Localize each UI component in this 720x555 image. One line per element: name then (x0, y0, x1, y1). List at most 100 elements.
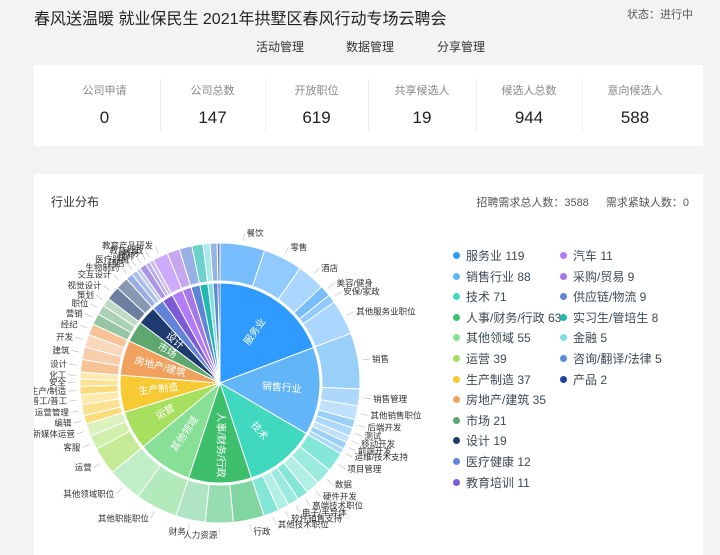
sunburst-outer-label: 化工 (49, 370, 67, 380)
sunburst-outer-label: 开发 (56, 332, 74, 342)
sunburst-leader-line (313, 267, 320, 275)
sunburst-leader-line (328, 282, 335, 289)
sunburst-leader-line (69, 399, 78, 402)
legend-item[interactable]: 汽车 11 (560, 247, 613, 264)
legend-dot-icon (453, 458, 460, 465)
divider (265, 79, 266, 131)
legend-dot-icon (453, 375, 460, 383)
sunburst-leader-line (354, 433, 363, 437)
legend-dot-icon (453, 416, 460, 424)
sunburst-outer-slice-18-0[interactable] (216, 242, 221, 282)
legend-item[interactable]: 销售行业 88 (453, 268, 531, 285)
sunburst-leader-line (150, 511, 155, 519)
legend-item[interactable]: 产品 2 (560, 371, 607, 388)
legend-item[interactable]: 咨询/翻译/法律 5 (560, 350, 662, 367)
legend-item[interactable]: 服务业 119 (453, 247, 524, 264)
chart-meta: 招聘需求总人数：3588 需求紧缺人数：0 (462, 194, 689, 210)
legend-item[interactable]: 实习生/管培生 8 (560, 309, 658, 326)
sunburst-outer-label: 餐饮 (247, 228, 265, 238)
legend-item[interactable]: 设计 19 (453, 432, 507, 449)
legend-item[interactable]: 教育培训 11 (453, 474, 530, 491)
legend-item[interactable]: 其他领域 55 (453, 329, 531, 346)
legend-item[interactable]: 房地产/建筑 35 (453, 391, 546, 408)
stat-shared-candidates: 共享候选人 19 (368, 65, 476, 146)
sunburst-outer-label: 酒店 (321, 263, 339, 273)
legend-dot-icon (453, 313, 460, 321)
sunburst-leader-line (284, 247, 289, 255)
legend-item[interactable]: 技术 71 (453, 288, 507, 305)
stats-card: 公司申请 0 公司总数 147 开放职位 619 共享候选人 19 候选人总数 … (34, 65, 703, 146)
sunburst-leader-line (121, 267, 127, 274)
top-nav: 活动管理 数据管理 分享管理 (0, 38, 720, 54)
sunburst-leader-line (362, 358, 371, 361)
stat-candidate-total: 候选人总数 944 (476, 65, 582, 146)
nav-share-management[interactable]: 分享管理 (437, 40, 486, 54)
sunburst-leader-line (75, 336, 83, 340)
sunburst-outer-label: 安全 (49, 378, 67, 388)
sunburst-leader-line (69, 363, 78, 366)
sunburst-outer-label: 运营 (75, 463, 92, 473)
sunburst-inner-slice-2[interactable] (219, 381, 307, 479)
legend-label: 产品 2 (573, 372, 608, 387)
sunburst-inner-slice-18[interactable] (217, 282, 221, 384)
sunburst-inner-slice-1[interactable] (218, 346, 321, 435)
stat-value: 588 (620, 108, 650, 127)
legend-dot-icon (560, 272, 567, 280)
sunburst-outer-slice-3-1[interactable] (204, 483, 235, 524)
legend-label: 人事/财务/行政 63 (466, 310, 562, 325)
legend-item[interactable]: 运营 39 (453, 350, 507, 367)
stat-label: 开放职位 (294, 85, 339, 97)
nav-data-management[interactable]: 数据管理 (346, 40, 395, 54)
sunburst-outer-label: 经纪 (61, 320, 79, 330)
sunburst-outer-label: 教育行政 (109, 246, 144, 256)
sunburst-outer-label: 销售管理 (373, 394, 408, 404)
sunburst-leader-line (71, 350, 80, 353)
sunburst-outer-label: 教务 (122, 248, 140, 258)
stat-company-total: 公司总数 147 (160, 65, 265, 146)
sunburst-leader-line (103, 285, 110, 291)
sunburst-leader-line (326, 479, 334, 485)
legend-label: 采购/贸易 9 (573, 269, 635, 284)
legend-item[interactable]: 医疗健康 12 (453, 453, 531, 470)
nav-activity-management[interactable]: 活动管理 (256, 40, 305, 54)
sunburst-inner-slice-0[interactable] (219, 282, 315, 384)
stat-value: 619 (302, 108, 331, 127)
legend-item[interactable]: 采购/贸易 9 (560, 268, 634, 285)
sunburst-leader-line (348, 447, 357, 452)
legend-item[interactable]: 金融 5 (560, 329, 607, 346)
legend-label: 医疗健康 12 (466, 455, 531, 469)
sunburst-outer-label: 其他领域职位 (63, 489, 115, 499)
industry-sunburst-chart[interactable]: 服务业餐饮零售酒店美容/健身安保/家政其他服务业职位销售行业销售销售管理其他销售… (34, 174, 703, 555)
sunburst-outer-label: 运营管理 (35, 408, 70, 418)
sunburst-outer-label: 前端开发 (358, 446, 393, 456)
sunburst-leader-line (363, 397, 372, 400)
divider (582, 79, 583, 131)
sunburst-outer-label: 编辑 (54, 418, 72, 428)
stat-value: 19 (412, 108, 432, 127)
legend-dot-icon (453, 437, 460, 445)
legend-item[interactable]: 人事/财务/行政 63 (453, 309, 561, 326)
stat-intent-candidates: 意向候选人 588 (582, 65, 688, 146)
legend-item[interactable]: 市场 21 (453, 412, 507, 429)
legend-dot-icon (560, 355, 567, 362)
sunburst-leader-line (154, 245, 159, 253)
legend-item[interactable]: 供应链/物流 9 (560, 288, 646, 305)
legend-item[interactable]: 生产制造 37 (453, 371, 531, 388)
legend-dot-icon (560, 293, 567, 301)
industry-distribution-card: 行业分布 招聘需求总人数：3588 需求紧缺人数：0 服务业 餐饮 零售 酒店 美容/健… (34, 174, 703, 555)
sunburst-leader-line (272, 516, 277, 525)
legend-label: 市场 21 (466, 413, 507, 428)
stat-company-applications: 公司申请 0 (49, 65, 160, 146)
stat-value: 0 (99, 108, 110, 127)
sunburst-outer-label: 教师 (117, 251, 135, 261)
stat-open-positions: 开放职位 619 (265, 65, 368, 146)
legend-dot-icon (453, 355, 460, 362)
sunburst-leader-line (345, 453, 353, 458)
divider (368, 79, 369, 131)
legend-dot-icon (453, 334, 460, 342)
sunburst-outer-label: 其他销售职位 (370, 411, 422, 421)
status-badge: 状态：进行中 (627, 9, 693, 21)
sunburst-leader-line (113, 274, 120, 281)
sunburst-leader-line (285, 511, 290, 519)
stat-label: 公司总数 (190, 85, 235, 97)
